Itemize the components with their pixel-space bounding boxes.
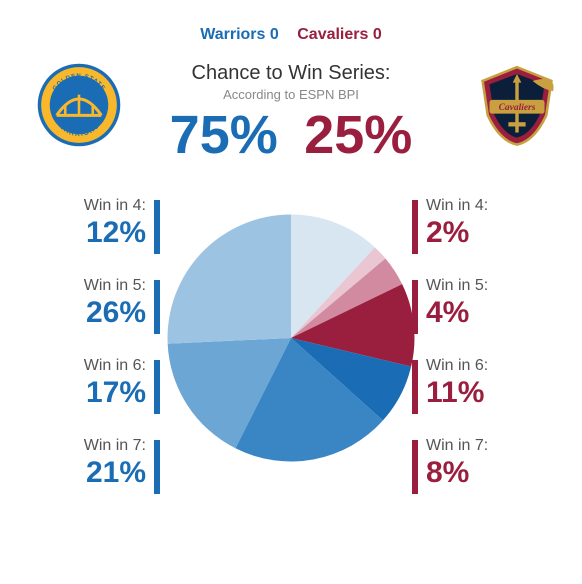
warriors-breakdown-column: Win in 4: 12% Win in 5: 26% Win in 6: 17…	[30, 198, 160, 518]
team-name-left: Warriors	[200, 26, 265, 43]
pct-warriors: 75%	[170, 108, 278, 162]
stat-value: 17%	[30, 378, 146, 408]
svg-text:Cavaliers: Cavaliers	[499, 103, 536, 113]
stat-bar-icon	[412, 280, 418, 334]
score-warriors: Warriors 0	[200, 26, 283, 43]
stat-warriors-win7: Win in 7: 21%	[30, 438, 160, 504]
stat-value: 4%	[426, 298, 542, 328]
stat-label: Win in 5:	[426, 278, 542, 294]
win-probability-pie-chart	[165, 212, 417, 464]
stat-cavs-win5: Win in 5: 4%	[412, 278, 542, 344]
cavaliers-logo-icon: Cavaliers	[474, 62, 560, 148]
stat-bar-icon	[154, 440, 160, 494]
stat-bar-icon	[412, 360, 418, 414]
stat-value: 11%	[426, 378, 542, 408]
stat-bar-icon	[154, 200, 160, 254]
stat-value: 12%	[30, 218, 146, 248]
stat-bar-icon	[412, 200, 418, 254]
stat-warriors-win4: Win in 4: 12%	[30, 198, 160, 264]
lower-section: Win in 4: 12% Win in 5: 26% Win in 6: 17…	[0, 198, 582, 538]
stat-label: Win in 7:	[30, 438, 146, 454]
stat-warriors-win6: Win in 6: 17%	[30, 358, 160, 424]
team-score-right: 0	[373, 26, 382, 43]
stat-cavs-win7: Win in 7: 8%	[412, 438, 542, 504]
stat-label: Win in 7:	[426, 438, 542, 454]
pct-cavaliers: 25%	[304, 108, 412, 162]
stat-bar-icon	[154, 280, 160, 334]
stat-label: Win in 4:	[30, 198, 146, 214]
stat-value: 2%	[426, 218, 542, 248]
series-score-line: Warriors 0 Cavaliers 0	[0, 0, 582, 44]
stat-cavs-win6: Win in 6: 11%	[412, 358, 542, 424]
team-score-left: 0	[270, 26, 279, 43]
stat-value: 8%	[426, 458, 542, 488]
warriors-logo-icon: GOLDEN STATE WARRIORS	[36, 62, 122, 148]
score-cavaliers: Cavaliers 0	[297, 26, 382, 43]
stat-label: Win in 6:	[426, 358, 542, 374]
stat-value: 21%	[30, 458, 146, 488]
stat-label: Win in 5:	[30, 278, 146, 294]
stat-label: Win in 4:	[426, 198, 542, 214]
cavaliers-breakdown-column: Win in 4: 2% Win in 5: 4% Win in 6: 11% …	[412, 198, 542, 518]
stat-label: Win in 6:	[30, 358, 146, 374]
stat-value: 26%	[30, 298, 146, 328]
stat-warriors-win5: Win in 5: 26%	[30, 278, 160, 344]
stat-cavs-win4: Win in 4: 2%	[412, 198, 542, 264]
stat-bar-icon	[154, 360, 160, 414]
team-name-right: Cavaliers	[297, 26, 368, 43]
stat-bar-icon	[412, 440, 418, 494]
